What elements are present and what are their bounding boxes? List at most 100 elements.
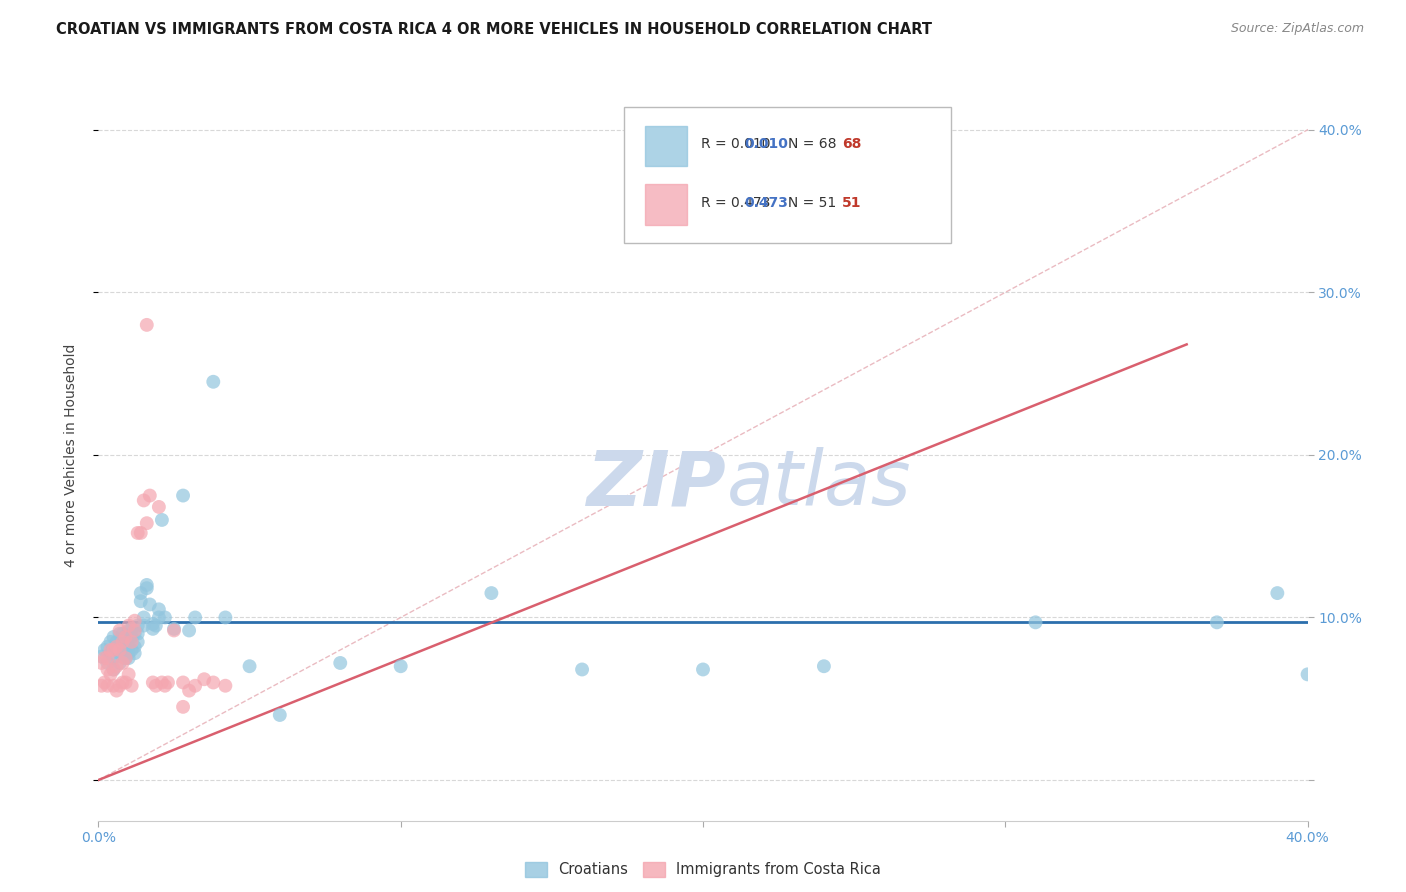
FancyBboxPatch shape	[624, 108, 950, 243]
Point	[135, 516, 157, 531]
Point	[193, 672, 215, 686]
Point	[114, 630, 136, 644]
Point	[93, 651, 115, 665]
Point	[105, 683, 128, 698]
Point	[813, 659, 835, 673]
Point	[145, 618, 167, 632]
Point	[239, 659, 262, 673]
Point	[100, 646, 122, 660]
Point	[108, 679, 131, 693]
Point	[124, 624, 146, 638]
Point	[148, 610, 170, 624]
Point	[93, 675, 115, 690]
Point	[142, 622, 165, 636]
Point	[135, 578, 157, 592]
Point	[124, 640, 146, 654]
Bar	[645, 126, 688, 166]
Point	[90, 679, 112, 693]
Point	[129, 594, 152, 608]
Point	[108, 626, 131, 640]
Point	[118, 640, 141, 654]
Point	[184, 679, 207, 693]
Point	[145, 679, 167, 693]
Point	[481, 586, 503, 600]
Point	[124, 646, 146, 660]
Point	[118, 630, 141, 644]
Point	[127, 618, 149, 632]
Point	[202, 375, 225, 389]
Point	[103, 630, 125, 644]
Point	[100, 635, 122, 649]
Point	[172, 699, 194, 714]
Text: ZIP: ZIP	[588, 447, 727, 521]
Point	[114, 651, 136, 665]
Point	[389, 659, 412, 673]
Point	[114, 643, 136, 657]
Point	[214, 610, 236, 624]
Point	[96, 651, 118, 665]
Bar	[645, 185, 688, 225]
Point	[148, 500, 170, 514]
Point	[202, 675, 225, 690]
Point	[90, 656, 112, 670]
Point	[1024, 615, 1046, 630]
Point	[132, 493, 155, 508]
Point	[111, 635, 134, 649]
Point	[108, 624, 131, 638]
Point	[1267, 586, 1289, 600]
Point	[139, 489, 162, 503]
Point	[103, 643, 125, 657]
Point	[135, 318, 157, 332]
Point	[114, 675, 136, 690]
Point	[105, 635, 128, 649]
Text: Source: ZipAtlas.com: Source: ZipAtlas.com	[1230, 22, 1364, 36]
Point	[121, 635, 143, 649]
Point	[142, 617, 165, 632]
Point	[269, 708, 291, 723]
Legend: Croatians, Immigrants from Costa Rica: Croatians, Immigrants from Costa Rica	[519, 855, 887, 883]
Point	[121, 679, 143, 693]
Point	[100, 667, 122, 681]
Point	[111, 638, 134, 652]
Point	[96, 640, 118, 654]
Text: 0.010: 0.010	[744, 137, 787, 151]
Y-axis label: 4 or more Vehicles in Household: 4 or more Vehicles in Household	[63, 343, 77, 566]
Point	[103, 663, 125, 677]
Point	[329, 656, 352, 670]
Point	[692, 663, 714, 677]
Point	[96, 663, 118, 677]
Point	[132, 610, 155, 624]
Point	[148, 602, 170, 616]
Point	[153, 679, 176, 693]
Point	[139, 598, 162, 612]
Point	[127, 525, 149, 540]
Point	[124, 614, 146, 628]
Point	[103, 663, 125, 677]
Point	[118, 618, 141, 632]
Point	[103, 651, 125, 665]
Point	[108, 643, 131, 657]
Text: 51: 51	[842, 195, 862, 210]
Point	[150, 675, 173, 690]
Point	[156, 675, 179, 690]
Point	[121, 643, 143, 657]
Point	[108, 646, 131, 660]
Point	[111, 656, 134, 670]
Point	[571, 663, 593, 677]
Point	[163, 624, 186, 638]
Point	[214, 679, 236, 693]
Text: atlas: atlas	[727, 447, 911, 521]
Point	[114, 640, 136, 654]
Point	[111, 626, 134, 640]
Point	[105, 643, 128, 657]
Point	[103, 679, 125, 693]
Point	[179, 683, 201, 698]
Point	[118, 646, 141, 660]
Point	[172, 489, 194, 503]
Point	[184, 610, 207, 624]
Point	[179, 624, 201, 638]
Point	[127, 635, 149, 649]
Point	[1296, 667, 1319, 681]
Text: R = 0.473    N = 51: R = 0.473 N = 51	[700, 195, 835, 210]
Point	[111, 646, 134, 660]
